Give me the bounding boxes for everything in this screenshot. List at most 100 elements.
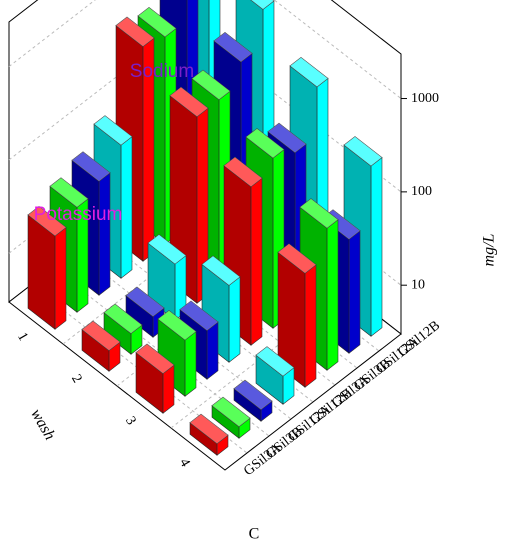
bar-face [326,219,339,371]
bar-highlight [202,255,240,286]
bar-top [115,16,155,47]
bar-shade [104,312,131,355]
bar-top [27,206,67,237]
bar-shade [82,329,109,372]
x-tick-label: 3 [122,414,138,428]
bar-top [81,320,121,351]
bar [135,343,175,414]
bar-face [184,330,197,397]
bar-face [228,276,241,363]
bar-top [289,56,329,88]
bar-highlight [50,177,88,208]
bar-highlight [300,198,338,229]
z-tick-label: 100 [411,184,432,199]
bar-top [93,115,133,146]
x-tick-label: 2 [68,372,84,386]
bar [27,206,67,330]
bar-top [125,286,165,317]
bar-highlight [224,157,262,187]
bar-highlight [170,87,208,117]
bar-highlight [116,16,154,47]
bar-highlight [250,0,274,10]
bar-highlight [192,70,230,100]
bar-top [223,156,263,188]
bar-top [157,310,197,341]
bar-top [147,234,187,265]
bar-top [191,69,231,100]
bar-highlight [212,397,250,427]
bar-top [189,413,229,444]
bar-highlight [82,321,120,351]
bar-face [54,226,67,330]
bar-shade [234,388,261,422]
series-note: Sodium [130,61,194,82]
bar-highlight [28,206,66,236]
bar-top [255,346,295,377]
z-tick-label: 1000 [411,91,439,106]
bar [125,286,165,338]
bar-highlight [190,414,228,444]
bar-top [169,86,209,117]
bar [255,346,295,405]
z-axis-label: mg/L [481,233,498,266]
bar-top [245,128,285,159]
bar [189,413,229,456]
bar-top [233,379,273,410]
series-note: Potassium [34,204,123,225]
bar-top [49,177,89,208]
z-tick-label: 10 [411,277,425,292]
bar-shade [126,295,153,338]
bar-highlight [158,310,196,341]
bar-top [179,300,219,331]
bar-highlight [72,151,110,182]
bar-top [201,255,241,286]
bar-highlight [94,115,132,146]
grid-line [8,0,402,99]
bar-highlight [234,380,272,410]
bar-top [299,198,339,229]
bar-highlight [136,343,174,374]
bar-highlight [138,7,176,37]
bar [211,396,251,439]
bar-top [135,343,175,374]
bar-highlight [104,304,142,334]
bar-top [211,396,251,427]
bar-top [343,136,383,167]
bar-top [103,303,143,334]
bar-top [137,6,177,38]
bar-highlight [214,32,252,62]
bar-face [370,156,383,337]
bar-highlight [268,123,306,153]
bar-shade [28,214,55,330]
bar-face [250,177,263,346]
bar-top [277,243,317,274]
bar [223,156,263,346]
bar-face [120,136,133,279]
bar-highlight [180,300,218,331]
floor-grid [170,291,348,429]
bar-face [206,321,219,380]
y-tick-label: GSil12B [395,318,443,360]
bar [81,320,121,372]
bar-highlight [278,243,316,274]
bar-highlight [344,136,382,167]
bar-highlight [246,128,284,159]
bar-shade [256,355,283,405]
bar-highlight [148,234,186,265]
bar-highlight [256,346,294,377]
bar-highlight [290,57,328,87]
bar [233,379,273,422]
bar-top [250,0,275,10]
caption: C [249,526,260,543]
bar-shade [136,352,163,414]
x-axis-label: wash [27,406,58,443]
bar-top [71,151,111,182]
bar [103,303,143,355]
x-tick-label: 4 [176,456,192,470]
bar-highlight [126,287,164,317]
bar-shade [212,405,239,439]
bar-face [98,172,111,296]
bar-shade [278,252,305,388]
x-tick-label: 1 [14,330,30,344]
